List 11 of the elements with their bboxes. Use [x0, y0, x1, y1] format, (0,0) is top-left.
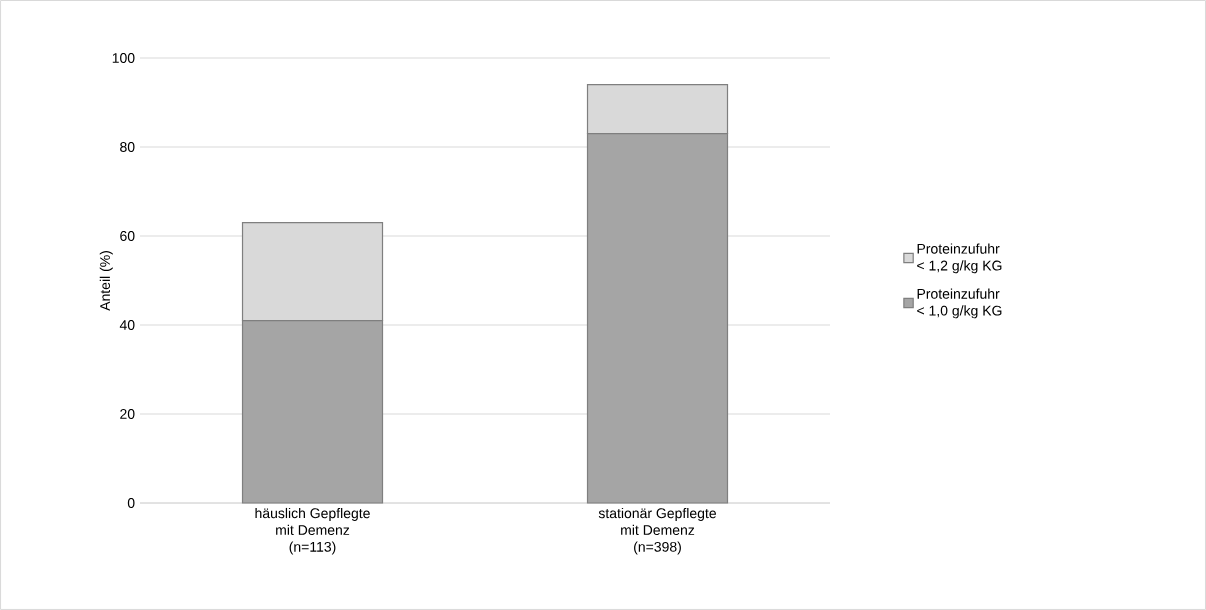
y-tick-label: 20 — [120, 409, 135, 419]
y-tick-label: 40 — [119, 320, 135, 330]
legend-label: Proteinzufuhr < 1,0 g/kg KG — [917, 288, 1002, 319]
legend-label: Proteinzufuhr < 1,2 g/kg KG — [917, 243, 1002, 274]
x-tick-label: häuslich Gepflegte mit Demenz (n=113) — [255, 507, 370, 555]
y-axis-title: Anteil (%) — [99, 251, 113, 311]
y-tick-label: 100 — [112, 53, 135, 63]
x-tick-label: stationär Gepflegte mit Demenz (n=398) — [598, 507, 716, 555]
y-tick-label: 60 — [120, 231, 135, 241]
y-tick-label: 0 — [127, 498, 135, 508]
y-tick-label: 80 — [120, 142, 135, 152]
